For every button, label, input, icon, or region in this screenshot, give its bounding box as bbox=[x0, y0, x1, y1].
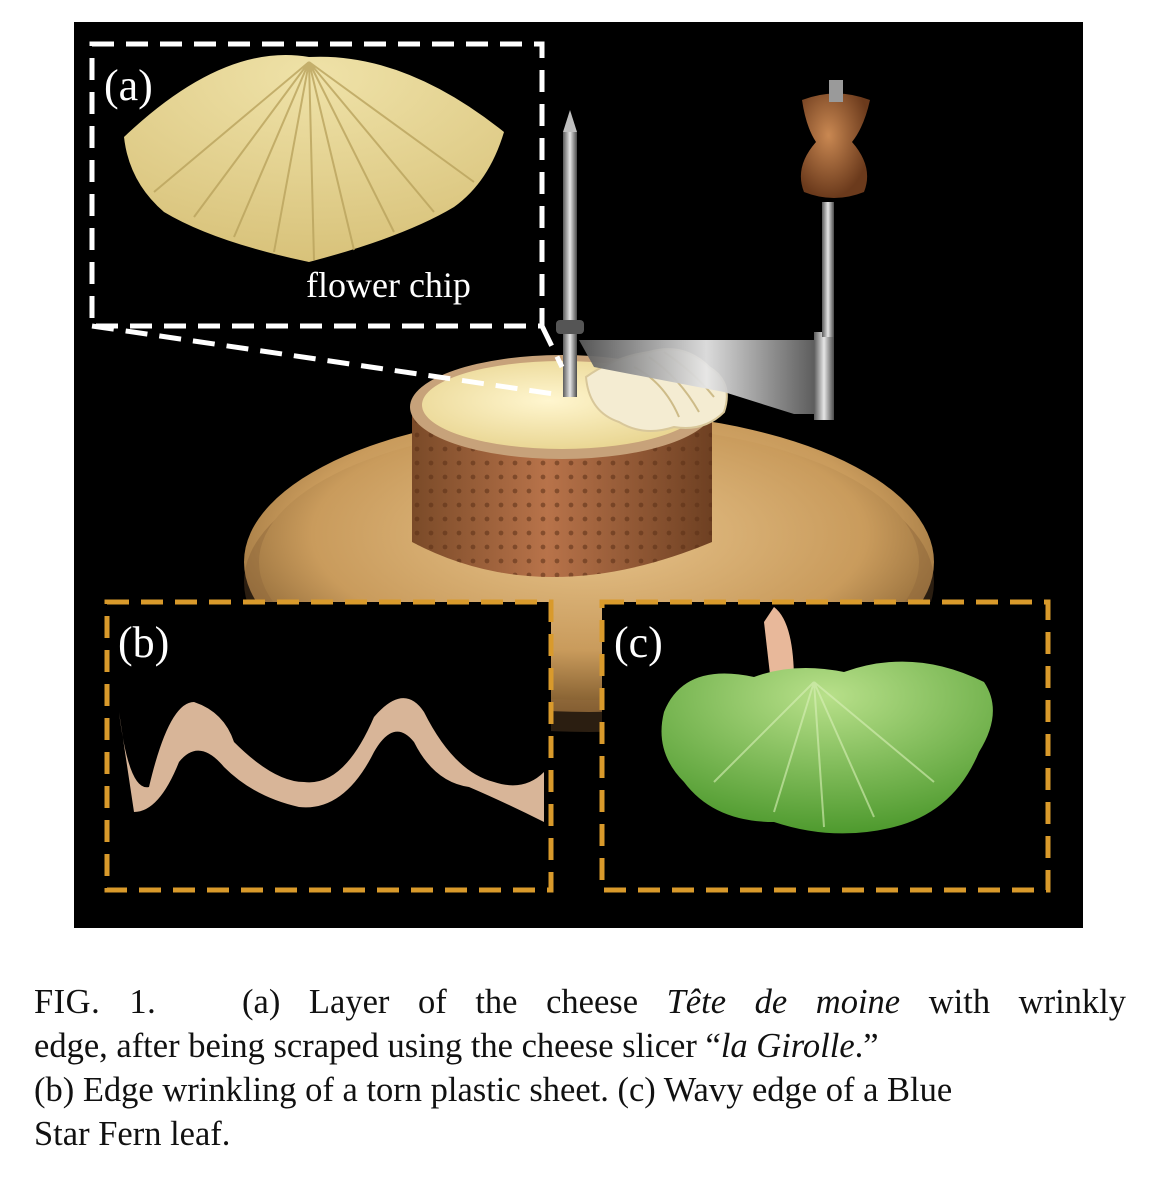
panel-a-label: (a) bbox=[104, 61, 153, 110]
figure-number: FIG. 1. bbox=[34, 983, 157, 1021]
caption-line-2-suffix: .” bbox=[854, 1027, 879, 1065]
flower-chip-image bbox=[124, 54, 504, 262]
panel-b: (b) bbox=[104, 599, 554, 893]
figure-caption: FIG. 1. (a) Layer of the cheese Tête de … bbox=[34, 980, 1126, 1156]
fern-leaf-image bbox=[661, 661, 993, 834]
panel-c-frame bbox=[599, 599, 1051, 893]
panel-b-label: (b) bbox=[118, 618, 169, 667]
flower-chip-annotation: flower chip bbox=[306, 265, 471, 305]
caption-line-2-prefix: edge, after being scraped using the chee… bbox=[34, 1027, 721, 1065]
panel-c: (c) bbox=[599, 599, 1051, 893]
caption-line-4: Star Fern leaf. bbox=[34, 1115, 231, 1153]
caption-line-2: edge, after being scraped using the chee… bbox=[34, 1024, 1126, 1068]
caption-part-a-prefix: (a) Layer of the cheese bbox=[242, 983, 667, 1021]
cheese-wheel bbox=[410, 355, 714, 577]
caption-part-a-suffix: with wrinkly bbox=[900, 983, 1127, 1021]
plastic-sheet-image bbox=[119, 698, 544, 822]
zoom-line-left bbox=[91, 323, 555, 397]
panel-a-frame bbox=[89, 41, 545, 329]
panel-c-label: (c) bbox=[614, 618, 663, 667]
panel-a: (a) flower chip bbox=[89, 41, 565, 397]
zoom-line-right bbox=[539, 324, 565, 369]
slicer bbox=[556, 80, 870, 420]
cheese-name: Tête de moine bbox=[666, 983, 901, 1021]
caption-line-3: (b) Edge wrinkling of a torn plastic she… bbox=[34, 1071, 953, 1109]
slicer-name: la Girolle bbox=[720, 1027, 855, 1065]
figure-photo: (a) flower chip (b) (c) bbox=[74, 22, 1083, 928]
caption-line-1: FIG. 1. (a) Layer of the cheese Tête de … bbox=[34, 980, 1126, 1024]
panel-b-frame bbox=[104, 599, 554, 893]
